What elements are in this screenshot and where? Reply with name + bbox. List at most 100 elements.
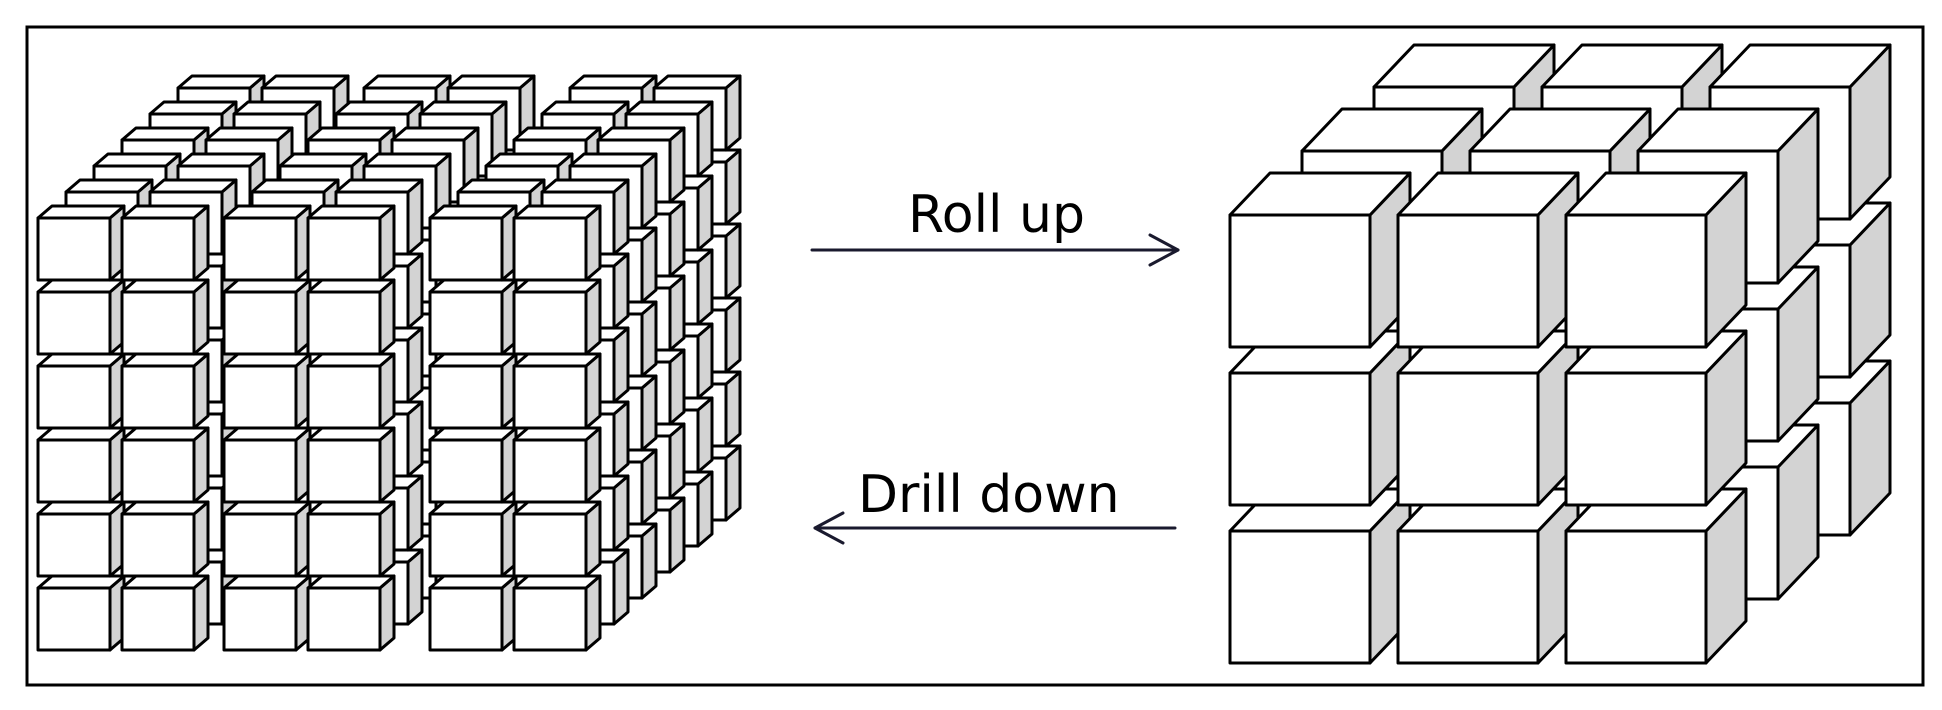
cube-front-face [120, 290, 196, 356]
cube-cell [306, 278, 396, 356]
cube-front-face [1396, 371, 1540, 507]
cube-front-face [306, 586, 382, 652]
cube-front-face [512, 290, 588, 356]
cube-top-face [306, 126, 396, 142]
cube-cell [512, 574, 602, 652]
cube-top-face [120, 500, 210, 516]
cube-cell [306, 204, 396, 282]
cube-top-face [36, 500, 126, 516]
cube-top-face [260, 74, 350, 90]
cube-cell [512, 500, 602, 578]
cube-cell [1228, 487, 1412, 665]
cube-front-face [120, 586, 196, 652]
cube-top-face [540, 100, 630, 116]
cube-cell [428, 500, 518, 578]
cube-top-face [306, 500, 396, 516]
cube-top-face [232, 100, 322, 116]
drill-down-arrow [813, 511, 1177, 545]
cube-cell [222, 204, 312, 282]
cube-cell [306, 352, 396, 430]
cube-cell [428, 204, 518, 282]
cube-cell [512, 278, 602, 356]
cube-top-face [512, 278, 602, 294]
cube-front-face [428, 364, 504, 430]
cube-top-face [222, 204, 312, 220]
cube-top-face [306, 204, 396, 220]
cube-front-face [428, 512, 504, 578]
cube-front-face [1564, 213, 1708, 349]
cube-front-face [222, 290, 298, 356]
cube-cell [36, 426, 126, 504]
cube-front-face [512, 364, 588, 430]
cube-cell [36, 500, 126, 578]
cube-front-face [222, 586, 298, 652]
cube-front-face [1396, 213, 1540, 349]
cube-top-face [428, 352, 518, 368]
cube-cell [120, 352, 210, 430]
cube-top-face [568, 74, 658, 90]
cube-cell [222, 352, 312, 430]
cube-top-face [512, 426, 602, 442]
cube-top-face [176, 152, 266, 168]
cube-top-face [428, 574, 518, 590]
roll-up-arrow [810, 233, 1180, 267]
cube-cell [120, 574, 210, 652]
cube-top-face [390, 126, 480, 142]
cube-cell [36, 574, 126, 652]
cube-top-face [334, 100, 424, 116]
cube-front-face [1564, 529, 1708, 665]
cube-cell [428, 278, 518, 356]
cube-front-face [306, 438, 382, 504]
cube-cell [512, 204, 602, 282]
cube-front-face [428, 290, 504, 356]
diagram-border [25, 25, 1925, 687]
cube-top-face [512, 500, 602, 516]
cube-cell [36, 352, 126, 430]
cube-top-face [222, 500, 312, 516]
cube-top-face [148, 100, 238, 116]
cube-cell [1564, 329, 1748, 507]
cube-front-face [306, 364, 382, 430]
cube-top-face [120, 574, 210, 590]
cube-top-face [428, 426, 518, 442]
cube-cell [120, 204, 210, 282]
cube-top-face [204, 126, 294, 142]
cube-top-face [222, 426, 312, 442]
cube-top-face [428, 278, 518, 294]
cube-top-face [36, 278, 126, 294]
cube-front-face [36, 586, 112, 652]
cube-top-face [306, 426, 396, 442]
cube-top-face [222, 278, 312, 294]
cube-cell [36, 204, 126, 282]
cube-top-face [306, 352, 396, 368]
cube-front-face [428, 586, 504, 652]
cube-front-face [1228, 213, 1372, 349]
cube-top-face [36, 204, 126, 220]
cube-cell [428, 574, 518, 652]
cube-top-face [512, 126, 602, 142]
cube-top-face [596, 126, 686, 142]
cube-top-face [120, 126, 210, 142]
coarse-grained-data-cube [1228, 43, 1892, 665]
cube-top-face [334, 178, 424, 194]
cube-top-face [36, 574, 126, 590]
cube-cell [306, 500, 396, 578]
cube-front-face [222, 512, 298, 578]
cube-cell [222, 426, 312, 504]
cube-front-face [306, 290, 382, 356]
fine-grained-data-cube [36, 74, 742, 652]
cube-cell [1564, 171, 1748, 349]
cube-top-face [176, 74, 266, 90]
cube-cell [512, 352, 602, 430]
cube-top-face [446, 74, 536, 90]
cube-top-face [120, 426, 210, 442]
cube-front-face [36, 216, 112, 282]
cube-cell [306, 574, 396, 652]
cube-top-face [148, 178, 238, 194]
cube-top-face [222, 574, 312, 590]
cube-top-face [418, 100, 508, 116]
cube-top-face [306, 574, 396, 590]
cube-cell [428, 426, 518, 504]
cube-top-face [222, 352, 312, 368]
cube-front-face [36, 438, 112, 504]
